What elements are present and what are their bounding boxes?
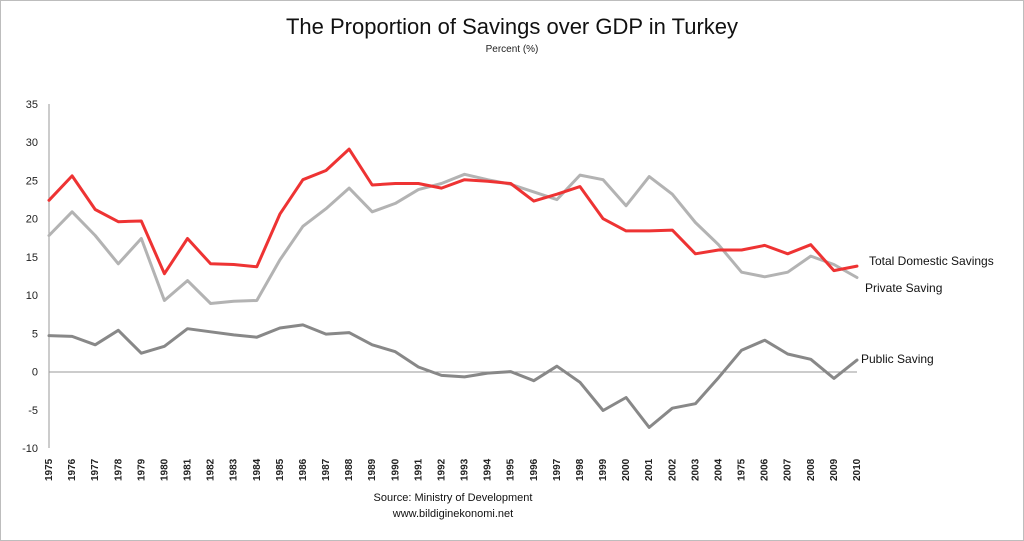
x-tick-label: 1991 bbox=[413, 458, 424, 481]
chart-subtitle: Percent (%) bbox=[486, 44, 539, 55]
x-tick-label: 1997 bbox=[552, 458, 563, 481]
x-tick-label: 1985 bbox=[275, 458, 286, 481]
x-tick-label: 1977 bbox=[90, 458, 101, 481]
x-tick-label: 1986 bbox=[298, 458, 309, 481]
x-tick-label: 2004 bbox=[713, 458, 724, 481]
y-tick-label: 35 bbox=[26, 99, 38, 111]
source-note: Source: Ministry of Development bbox=[374, 492, 533, 504]
x-tick-label: 2010 bbox=[852, 458, 863, 481]
y-tick-label: 10 bbox=[26, 290, 38, 302]
y-tick-label: 30 bbox=[26, 137, 38, 149]
x-tick-label: 1999 bbox=[598, 458, 609, 481]
x-tick-label: 1993 bbox=[460, 458, 471, 481]
x-tick-label: 2001 bbox=[644, 458, 655, 481]
x-tick-label: 1992 bbox=[436, 458, 447, 481]
y-tick-label: -10 bbox=[22, 443, 38, 455]
x-tick-label: 1982 bbox=[206, 458, 217, 481]
y-tick-labels: 35 30 25 20 15 10 5 0 -5 -10 bbox=[22, 99, 38, 455]
series-label-private-saving: Private Saving bbox=[865, 281, 942, 295]
x-tick-label: 1994 bbox=[483, 458, 494, 481]
x-tick-labels: 1975 1976 1977 1978 1979 1980 1981 1982 1983 1984… bbox=[44, 458, 863, 481]
x-tick-label: 1989 bbox=[367, 458, 378, 481]
series-label-public-saving: Public Saving bbox=[861, 352, 934, 366]
x-tick-label: 1987 bbox=[321, 458, 332, 481]
x-tick-label: 1990 bbox=[390, 458, 401, 481]
x-tick-label: 1979 bbox=[136, 458, 147, 481]
x-tick-label: 2002 bbox=[667, 458, 678, 481]
x-tick-label: 1976 bbox=[67, 458, 78, 481]
x-tick-label: 1975 bbox=[737, 458, 748, 481]
y-tick-label: 15 bbox=[26, 252, 38, 264]
series-line-public-saving bbox=[47, 323, 859, 429]
x-tick-label: 2000 bbox=[621, 458, 632, 481]
x-tick-label: 1981 bbox=[183, 458, 194, 481]
x-tick-label: 2009 bbox=[829, 458, 840, 481]
series-line-total-domestic-savings bbox=[47, 147, 859, 276]
series-lines bbox=[47, 147, 859, 429]
x-tick-label: 1984 bbox=[252, 458, 263, 481]
x-tick-label: 1980 bbox=[159, 458, 170, 481]
x-tick-label: 2008 bbox=[806, 458, 817, 481]
y-tick-label: 5 bbox=[32, 328, 38, 340]
series-line-private-saving bbox=[47, 172, 859, 305]
x-tick-label: 1983 bbox=[229, 458, 240, 481]
y-tick-label: 25 bbox=[26, 175, 38, 187]
series-label-total-domestic-savings: Total Domestic Savings bbox=[869, 254, 994, 268]
y-tick-label: 0 bbox=[32, 367, 38, 379]
x-tick-label: 1998 bbox=[575, 458, 586, 481]
y-tick-label: 20 bbox=[26, 214, 38, 226]
x-tick-label: 1978 bbox=[113, 458, 124, 481]
x-tick-label: 2007 bbox=[783, 458, 794, 481]
chart-title: The Proportion of Savings over GDP in Tu… bbox=[286, 14, 738, 39]
website-url: www.bildiginekonomi.net bbox=[392, 508, 513, 520]
x-tick-label: 2006 bbox=[760, 458, 771, 481]
x-tick-label: 1995 bbox=[506, 458, 517, 481]
y-tick-label: -5 bbox=[28, 405, 38, 417]
x-tick-label: 1988 bbox=[344, 458, 355, 481]
x-tick-label: 1996 bbox=[529, 458, 540, 481]
x-tick-label: 1975 bbox=[44, 458, 55, 481]
x-tick-label: 2003 bbox=[690, 458, 701, 481]
